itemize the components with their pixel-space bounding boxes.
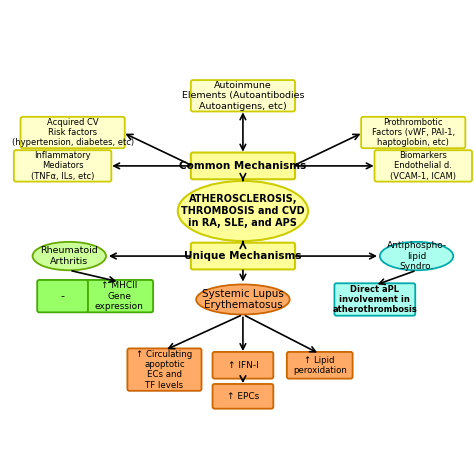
- Text: ATHEROSCLEROSIS,
THROMBOSIS and CVD
in RA, SLE, and APS: ATHEROSCLEROSIS, THROMBOSIS and CVD in R…: [181, 194, 305, 228]
- Text: ↑ Circulating
apoptotic
ECs and
TF levels: ↑ Circulating apoptotic ECs and TF level…: [137, 349, 192, 390]
- Text: Acquired CV
Risk factors
(hypertension, diabetes, etc): Acquired CV Risk factors (hypertension, …: [11, 118, 134, 147]
- Text: Direct aPL
involvement in
atherothrombosis: Direct aPL involvement in atherothrombos…: [332, 284, 417, 314]
- FancyBboxPatch shape: [191, 243, 295, 269]
- FancyBboxPatch shape: [191, 153, 295, 179]
- Text: ↑ MHCII
Gene
expression: ↑ MHCII Gene expression: [95, 281, 144, 311]
- Ellipse shape: [178, 181, 308, 241]
- FancyBboxPatch shape: [37, 280, 88, 312]
- FancyBboxPatch shape: [14, 150, 111, 182]
- FancyBboxPatch shape: [128, 348, 201, 391]
- Ellipse shape: [33, 242, 106, 270]
- FancyBboxPatch shape: [374, 150, 472, 182]
- Text: Biomarkers
Endothelial d.
(VCAM-1, ICAM): Biomarkers Endothelial d. (VCAM-1, ICAM): [390, 151, 456, 181]
- Text: ↑ Lipid
peroxidation: ↑ Lipid peroxidation: [293, 356, 346, 375]
- Text: -: -: [61, 291, 64, 301]
- Text: Rheumatoid
Arthritis: Rheumatoid Arthritis: [40, 246, 98, 266]
- Text: Unique Mechanisms: Unique Mechanisms: [184, 251, 301, 261]
- Text: Antiphospho-
lipid
Syndro.: Antiphospho- lipid Syndro.: [386, 241, 447, 271]
- FancyBboxPatch shape: [20, 117, 125, 148]
- Text: ↑ IFN-I: ↑ IFN-I: [228, 361, 258, 370]
- Text: Prothrombotic
Factors (vWF, PAI-1,
haptoglobin, etc): Prothrombotic Factors (vWF, PAI-1, hapto…: [372, 118, 455, 147]
- FancyBboxPatch shape: [335, 283, 415, 316]
- FancyBboxPatch shape: [86, 280, 153, 312]
- FancyBboxPatch shape: [212, 384, 273, 409]
- FancyBboxPatch shape: [361, 117, 465, 148]
- Text: Systemic Lupus
Erythematosus: Systemic Lupus Erythematosus: [202, 289, 284, 310]
- Text: ↑ EPCs: ↑ EPCs: [227, 392, 259, 401]
- Ellipse shape: [380, 242, 453, 270]
- FancyBboxPatch shape: [212, 352, 273, 379]
- Text: Autoinmune
Elements (Autoantibodies
Autoantigens, etc): Autoinmune Elements (Autoantibodies Auto…: [182, 81, 304, 110]
- Ellipse shape: [196, 284, 290, 315]
- FancyBboxPatch shape: [287, 352, 353, 379]
- Text: Inflammatory
Mediators
(TNFα, ILs, etc): Inflammatory Mediators (TNFα, ILs, etc): [31, 151, 94, 181]
- Text: Common Mechanisms: Common Mechanisms: [179, 161, 307, 171]
- FancyBboxPatch shape: [191, 80, 295, 111]
